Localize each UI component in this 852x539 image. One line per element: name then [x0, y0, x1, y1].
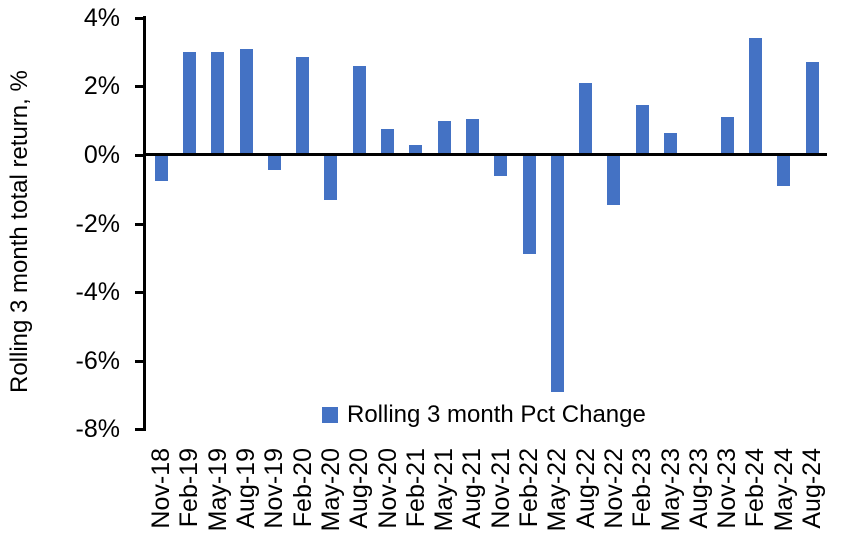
x-tick-label: Nov-23: [713, 448, 742, 529]
x-tick-label: Aug-20: [345, 448, 374, 529]
bar: [324, 155, 338, 200]
x-tick-label: Feb-20: [288, 448, 317, 528]
bar: [239, 48, 253, 155]
bar: [352, 65, 366, 155]
x-tick-label: May-22: [543, 448, 572, 532]
x-tick-label: Aug-22: [571, 448, 600, 529]
x-tick-label: Feb-21: [401, 448, 430, 528]
x-tick-label: May-21: [430, 448, 459, 532]
y-tick-label: 2%: [83, 72, 120, 101]
bar: [522, 155, 536, 255]
bar: [494, 155, 508, 176]
x-tick-label: Aug-19: [232, 448, 261, 529]
bar: [437, 120, 451, 155]
legend-label: Rolling 3 month Pct Change: [347, 401, 646, 428]
x-tick-label: Feb-24: [741, 448, 770, 528]
y-axis-tick: [135, 428, 146, 432]
y-tick-label: -8%: [75, 415, 120, 444]
y-axis-tick: [135, 85, 146, 89]
x-tick-label: Nov-20: [373, 448, 402, 529]
bar: [550, 155, 564, 392]
bar: [182, 52, 196, 155]
x-tick-label: Nov-19: [260, 448, 289, 529]
x-tick-label: Aug-24: [798, 448, 827, 529]
bar: [211, 52, 225, 155]
bar: [579, 82, 593, 155]
x-tick-label: May-20: [316, 448, 345, 532]
y-tick-label: -2%: [75, 209, 120, 238]
bar: [381, 129, 395, 155]
bar: [409, 144, 423, 155]
bar: [607, 155, 621, 205]
x-tick-label: Feb-22: [515, 448, 544, 528]
x-axis-zero-line: [145, 153, 827, 156]
x-tick-label: Nov-18: [147, 448, 176, 529]
x-tick-label: Feb-23: [628, 448, 657, 528]
x-tick-label: Nov-22: [599, 448, 628, 529]
x-tick-label: Nov-21: [486, 448, 515, 529]
legend: Rolling 3 month Pct Change: [322, 401, 646, 429]
bar: [805, 62, 819, 155]
bar: [777, 155, 791, 186]
y-axis-tick: [135, 359, 146, 363]
x-tick-label: Aug-21: [458, 448, 487, 529]
y-axis-tick: [135, 291, 146, 295]
x-tick-label: May-19: [203, 448, 232, 532]
x-tick-label: Feb-19: [175, 448, 204, 528]
y-tick-label: 4%: [83, 3, 120, 32]
bar: [267, 155, 281, 171]
bar: [664, 132, 678, 155]
bar: [465, 118, 479, 155]
bar: [154, 155, 168, 181]
y-tick-label: -4%: [75, 278, 120, 307]
x-tick-label: May-24: [769, 448, 798, 532]
x-tick-label: Aug-23: [684, 448, 713, 529]
bar: [296, 57, 310, 155]
y-axis-tick: [135, 16, 146, 20]
y-axis-line: [143, 16, 146, 431]
legend-marker-icon: [322, 407, 338, 423]
bar: [635, 105, 649, 155]
x-tick-label: May-23: [656, 448, 685, 532]
bar: [748, 38, 762, 155]
bar: [720, 117, 734, 155]
y-tick-label: -6%: [75, 346, 120, 375]
y-axis-tick: [135, 154, 146, 157]
y-axis-tick: [135, 222, 146, 226]
y-tick-label: 0%: [83, 141, 120, 169]
